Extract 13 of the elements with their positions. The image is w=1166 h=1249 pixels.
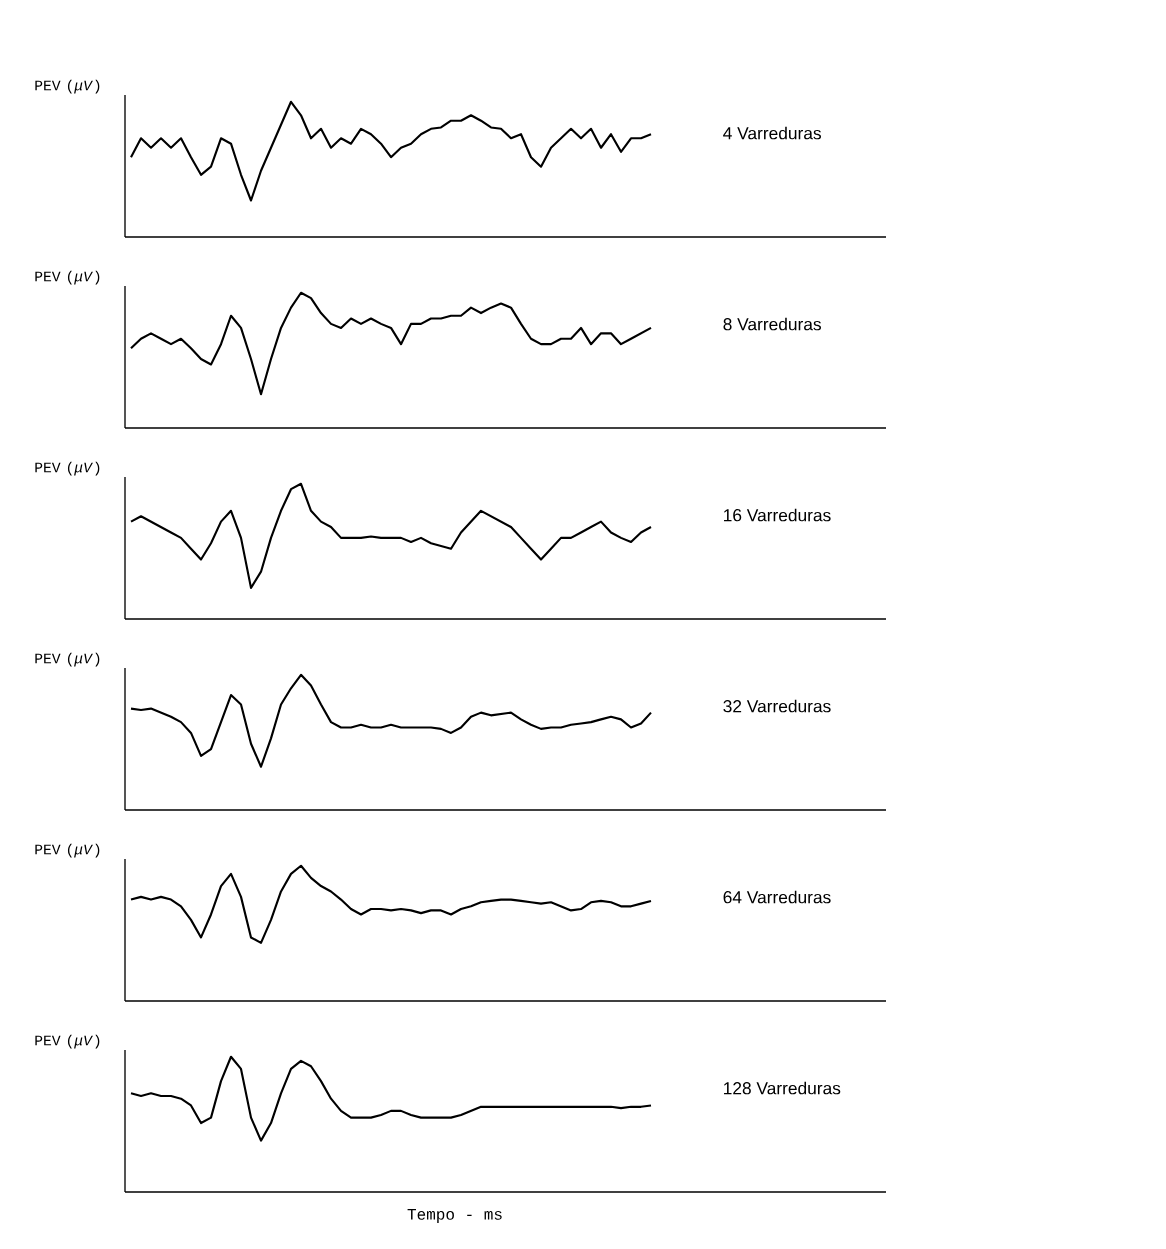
y-axis-title: PEV (μV)	[35, 1034, 100, 1049]
y-axis-title: PEV (μV)	[35, 461, 100, 476]
text: 128 Varreduras	[724, 1081, 841, 1095]
y-axis-title: PEV (μV)	[35, 270, 100, 285]
text: 16 Varreduras	[724, 508, 831, 522]
x-axis-title: Tempo - ms	[407, 1209, 502, 1223]
y-axis-title: PEV (μV)	[35, 843, 100, 858]
text: 8 Varreduras	[723, 317, 821, 331]
y-axis-title: PEV (μV)	[35, 652, 100, 667]
y-axis-title: PEV (μV)	[35, 79, 100, 94]
text: 64 Varreduras	[723, 890, 831, 904]
text: 32 Varreduras	[723, 699, 831, 713]
text: 4 Varreduras	[723, 126, 821, 140]
